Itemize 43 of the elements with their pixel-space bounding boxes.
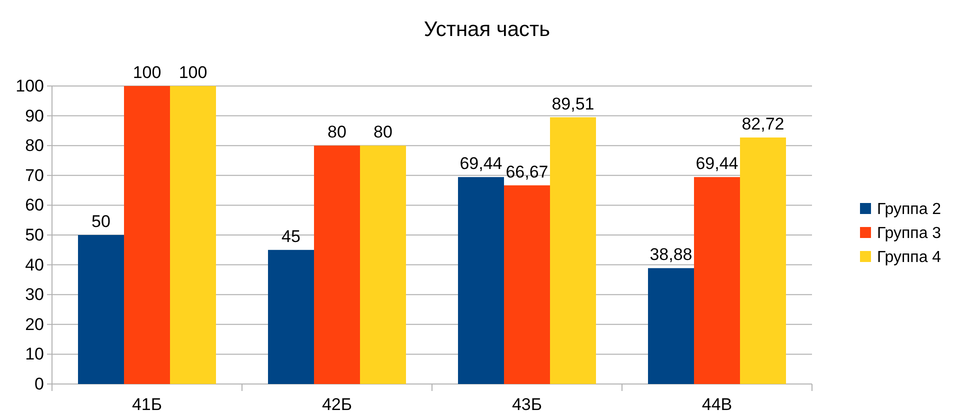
y-tick-label: 60 [25, 196, 44, 215]
data-label: 100 [132, 63, 162, 82]
y-tick-label: 70 [25, 166, 44, 185]
bar [268, 250, 314, 384]
data-label: 69,44 [460, 154, 502, 174]
bar [170, 86, 216, 384]
chart-title: Устная часть [424, 18, 550, 41]
x-tick-label: 42Б [322, 395, 352, 414]
y-tick-label: 90 [25, 106, 44, 126]
bar [550, 117, 596, 384]
data-label: 38,88 [650, 245, 692, 264]
data-label: 82,72 [742, 114, 784, 134]
data-label: 45 [282, 226, 300, 246]
y-tick-label: 30 [25, 285, 44, 304]
bar [124, 86, 170, 384]
y-tick-label: 100 [16, 76, 44, 96]
x-tick-label: 41Б [132, 395, 162, 414]
x-tick-label: 44В [702, 395, 732, 414]
bar [648, 268, 694, 384]
y-tick-label: 80 [25, 136, 44, 156]
data-label: 80 [328, 122, 346, 142]
data-label: 100 [178, 63, 208, 82]
bar [694, 177, 740, 384]
legend-label: Группа 3 [877, 225, 942, 242]
data-label: 66,67 [506, 162, 548, 182]
bar [458, 177, 504, 384]
x-tick-label: 43Б [512, 395, 542, 414]
y-tick-label: 40 [25, 255, 44, 274]
legend-label: Группа 2 [877, 201, 942, 218]
data-label: 80 [374, 122, 392, 142]
data-label: 69,44 [696, 154, 738, 174]
bar [78, 235, 124, 384]
data-label: 50 [92, 212, 110, 231]
data-label: 89,51 [552, 94, 594, 114]
y-tick-label: 50 [25, 225, 44, 244]
bar [740, 137, 786, 384]
y-tick-label: 0 [34, 374, 44, 394]
bar [504, 185, 550, 384]
legend-label: Группа 4 [877, 249, 942, 266]
y-tick-label: 10 [25, 344, 44, 364]
bar [314, 146, 360, 384]
y-tick-label: 20 [25, 314, 44, 334]
bar [360, 146, 406, 384]
